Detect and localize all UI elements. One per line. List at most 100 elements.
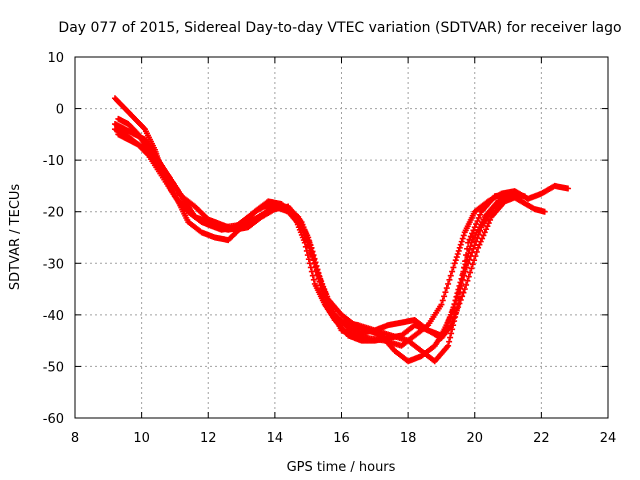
data-point [469, 230, 476, 237]
data-point [484, 223, 491, 230]
data-point [309, 272, 316, 279]
data-point [447, 334, 454, 341]
data-point [458, 238, 465, 245]
y-axis-ticks: 10 0 -10 -20 -30 -40 -50 -60 [43, 51, 608, 427]
data-point [455, 304, 462, 311]
data-point [459, 235, 466, 242]
data-point [309, 248, 316, 255]
data-point [323, 293, 330, 300]
x-tick-label: 22 [533, 431, 550, 446]
x-tick-label: 8 [71, 431, 79, 446]
data-point [468, 265, 475, 272]
data-point [445, 280, 452, 287]
y-tick-label: -60 [43, 412, 64, 427]
data-point [480, 232, 487, 239]
data-point [485, 220, 492, 227]
data-point [451, 314, 458, 321]
chart-title: Day 077 of 2015, Sidereal Day-to-day VTE… [58, 20, 621, 36]
data-point [474, 217, 481, 224]
data-points [111, 95, 572, 365]
data-point [311, 255, 318, 262]
data-point [443, 285, 450, 292]
data-point [515, 193, 522, 200]
data-point [446, 338, 453, 345]
data-point [476, 241, 483, 248]
plot-frame [74, 56, 609, 419]
data-point [441, 293, 448, 300]
data-point [463, 264, 470, 271]
data-point [469, 261, 476, 268]
data-point [453, 307, 460, 314]
x-tick-label: 12 [200, 431, 217, 446]
x-axis-ticks: 8 10 12 14 16 18 20 22 24 [71, 57, 616, 446]
data-point [462, 268, 469, 275]
data-point [313, 262, 320, 269]
data-point [319, 284, 326, 291]
data-point [521, 193, 528, 200]
x-tick-label: 14 [267, 431, 284, 446]
data-point [445, 342, 452, 349]
data-point [455, 247, 462, 254]
data-point [473, 248, 480, 255]
data-point [317, 277, 324, 284]
x-tick-label: 18 [400, 431, 417, 446]
data-point [439, 297, 446, 304]
data-point [454, 251, 461, 258]
data-point [477, 227, 484, 234]
data-point [470, 245, 477, 252]
data-point [457, 296, 464, 303]
data-point [329, 305, 336, 312]
data-point [463, 281, 470, 288]
x-tick-label: 20 [466, 431, 483, 446]
y-tick-label: -20 [43, 206, 64, 221]
data-point [459, 293, 466, 300]
data-point [447, 272, 454, 279]
data-point [457, 241, 464, 248]
data-point [327, 302, 334, 309]
data-point [481, 229, 488, 236]
data-point [438, 301, 445, 308]
data-point [442, 289, 449, 296]
x-tick-label: 24 [600, 431, 617, 446]
x-tick-label: 16 [333, 431, 350, 446]
data-point [310, 252, 317, 259]
data-point [326, 299, 333, 306]
data-point [456, 300, 463, 307]
data-point [565, 185, 572, 192]
data-point [310, 276, 317, 283]
data-point [330, 308, 337, 315]
data-point [449, 318, 456, 325]
data-point [471, 257, 478, 264]
x-axis-label: GPS time / hours [287, 460, 396, 475]
y-axis-label: SDTVAR / TECUs [8, 184, 23, 291]
data-point [483, 226, 490, 233]
data-point [452, 257, 459, 264]
data-point [458, 280, 465, 287]
series-track-d [115, 115, 512, 365]
y-tick-label: -10 [43, 154, 64, 169]
data-point [448, 330, 455, 337]
data-point [460, 232, 467, 239]
data-point [465, 273, 472, 280]
data-point [475, 231, 482, 238]
data-point [477, 238, 484, 245]
data-point [457, 285, 464, 292]
data-point [322, 290, 329, 297]
data-point [448, 322, 455, 329]
data-point [465, 260, 472, 267]
data-point [312, 259, 319, 266]
data-point [475, 214, 482, 221]
data-point [472, 253, 479, 260]
data-point [459, 276, 466, 283]
data-point [453, 254, 460, 261]
data-point [461, 286, 468, 293]
data-point [464, 277, 471, 284]
data-point [314, 266, 321, 273]
data-point [325, 296, 332, 303]
data-point [461, 272, 468, 279]
y-tick-label: 0 [56, 103, 64, 118]
data-point [321, 287, 328, 294]
data-point [487, 216, 494, 223]
